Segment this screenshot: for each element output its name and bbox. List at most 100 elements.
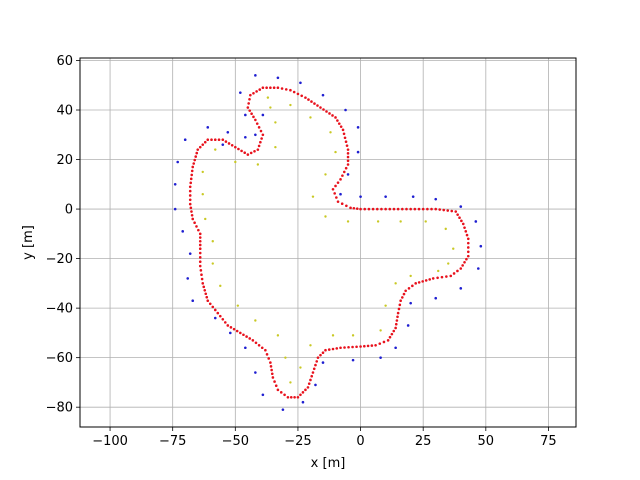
x-axis-label: x [m] — [311, 456, 346, 471]
outer-boundary-point — [321, 361, 325, 364]
path-point — [267, 357, 271, 360]
path-point — [254, 341, 258, 345]
path-point — [417, 281, 421, 284]
path-point — [446, 209, 450, 212]
path-point — [213, 308, 217, 312]
path-point — [466, 241, 470, 245]
outer-boundary-point — [254, 133, 257, 137]
path-point — [256, 148, 260, 151]
axes-frame — [79, 57, 577, 428]
path-point — [240, 149, 243, 153]
path-point — [257, 343, 261, 347]
path-point — [344, 166, 348, 170]
inner-boundary-point — [437, 269, 440, 273]
path-point — [217, 138, 221, 142]
path-point — [310, 374, 314, 378]
path-point — [255, 90, 258, 93]
path-point — [289, 88, 292, 92]
path-point — [417, 207, 421, 211]
path-point — [449, 274, 453, 278]
path-point — [404, 289, 407, 293]
path-point — [426, 207, 429, 211]
path-point — [248, 97, 251, 101]
path-point — [452, 272, 456, 275]
path-point — [465, 233, 469, 237]
outer-boundary-point — [434, 197, 438, 201]
inner-boundary-point — [334, 150, 337, 154]
path-point — [342, 170, 346, 174]
path-point — [324, 348, 327, 352]
outer-boundary-point — [181, 230, 185, 233]
inner-boundary-point — [376, 220, 380, 223]
path-point — [194, 155, 198, 158]
path-point — [343, 346, 346, 349]
path-point — [463, 226, 466, 229]
path-point — [333, 192, 336, 195]
path-point — [321, 351, 325, 355]
y-tick-label: −60 — [46, 351, 73, 366]
path-point — [218, 314, 222, 318]
inner-boundary-point — [309, 116, 312, 119]
path-point — [355, 345, 358, 349]
path-point — [366, 344, 370, 348]
path-point — [213, 138, 217, 142]
path-point — [190, 173, 194, 177]
path-point — [396, 207, 400, 211]
outer-boundary-point — [229, 331, 232, 335]
path-point — [299, 393, 302, 397]
path-point — [428, 278, 432, 281]
path-point — [197, 228, 200, 232]
path-point — [253, 149, 256, 153]
inner-boundary-point — [384, 304, 387, 307]
path-point — [390, 332, 394, 336]
path-point — [424, 279, 428, 282]
path-point — [335, 347, 339, 350]
path-point — [192, 162, 196, 165]
inner-boundary-point — [254, 319, 257, 322]
path-point — [363, 207, 367, 211]
path-point — [409, 207, 412, 211]
path-point — [374, 343, 377, 347]
path-point — [259, 129, 263, 133]
outer-boundary-point — [186, 277, 190, 280]
path-point — [336, 181, 340, 184]
outer-boundary-point — [226, 131, 230, 134]
path-point — [198, 145, 202, 149]
path-point — [221, 138, 225, 142]
path-point — [293, 395, 296, 399]
path-point — [319, 106, 322, 109]
path-point — [434, 207, 438, 211]
outer-boundary-point — [459, 287, 463, 290]
path-point — [359, 345, 362, 348]
path-point — [301, 391, 305, 394]
path-point — [265, 353, 269, 356]
path-point — [336, 119, 339, 122]
outer-boundary-point — [206, 126, 210, 129]
path-point — [216, 311, 220, 315]
path-point — [384, 207, 387, 211]
path-point — [438, 208, 442, 211]
path-point — [248, 109, 252, 112]
inner-boundary-point — [214, 148, 217, 151]
path-point — [208, 302, 212, 306]
path-point — [371, 207, 375, 211]
path-point — [355, 207, 359, 210]
path-point — [223, 321, 227, 324]
path-point — [456, 269, 459, 273]
path-point — [325, 110, 328, 113]
path-point — [274, 384, 278, 388]
inner-boundary-point — [211, 240, 214, 243]
path-point — [346, 155, 350, 159]
path-point — [466, 254, 470, 258]
path-point — [405, 207, 408, 211]
path-point — [296, 395, 300, 399]
x-tick-label: −25 — [284, 434, 311, 449]
path-point — [407, 287, 411, 290]
inner-boundary-point — [444, 227, 447, 231]
path-point — [397, 307, 401, 311]
path-point — [336, 200, 340, 203]
path-point — [261, 133, 265, 137]
inner-boundary-point — [324, 215, 327, 218]
path-point — [261, 86, 265, 90]
path-point — [331, 347, 335, 351]
